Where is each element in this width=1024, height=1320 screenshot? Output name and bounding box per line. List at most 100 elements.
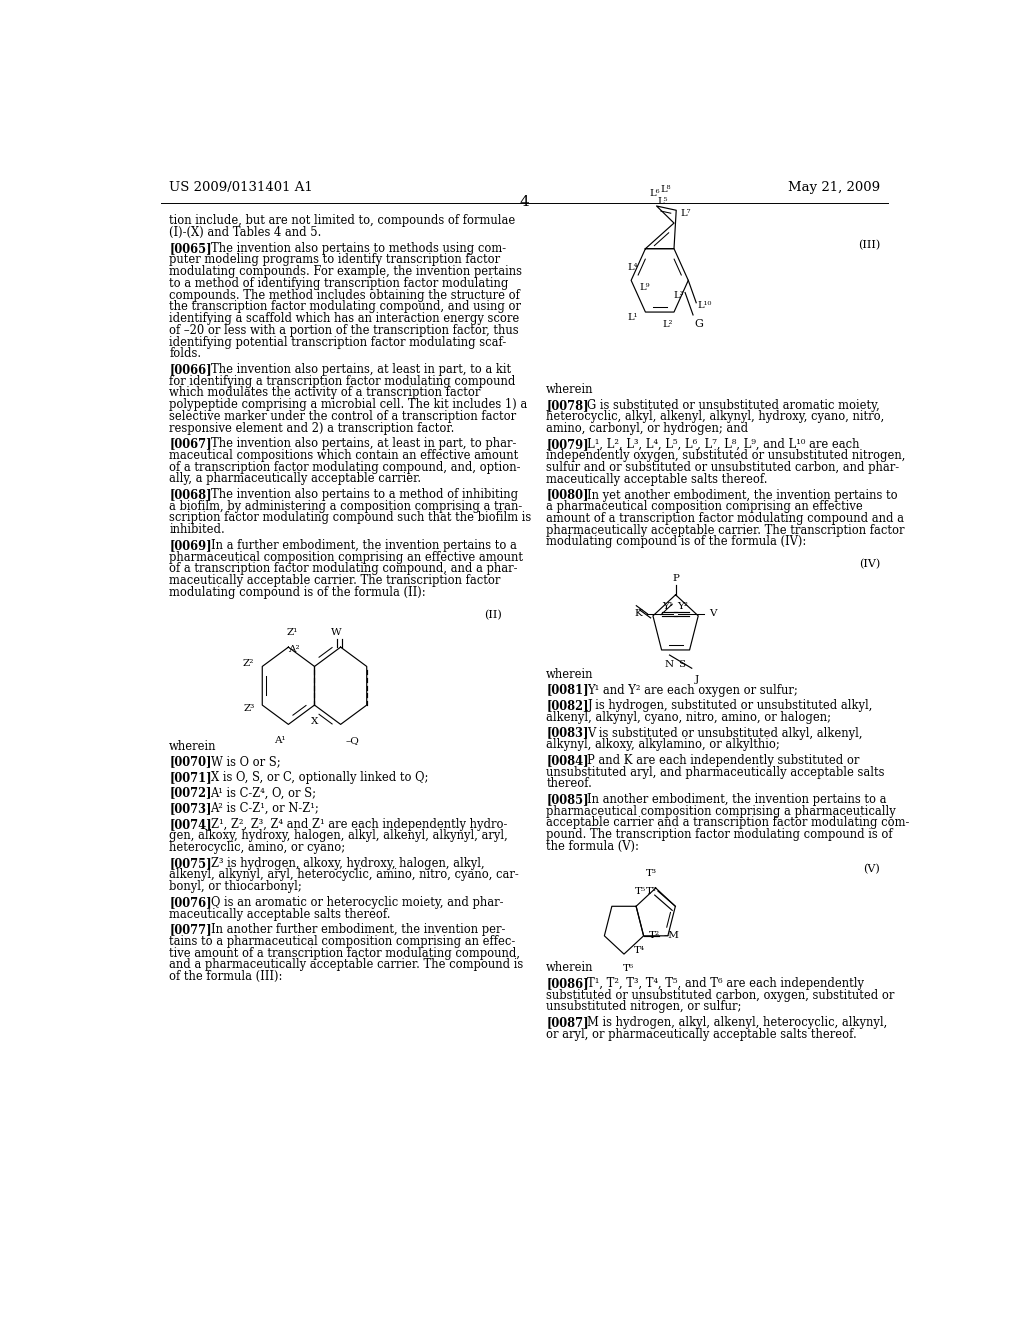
Text: maceutically acceptable carrier. The transcription factor: maceutically acceptable carrier. The tra… — [169, 574, 501, 587]
Text: independently oxygen, substituted or unsubstituted nitrogen,: independently oxygen, substituted or uns… — [546, 449, 905, 462]
Text: Z²: Z² — [243, 659, 254, 668]
Text: X: X — [311, 717, 318, 726]
Text: [0067]: [0067] — [169, 437, 212, 450]
Text: tains to a pharmaceutical composition comprising an effec-: tains to a pharmaceutical composition co… — [169, 935, 515, 948]
Text: T¹, T², T³, T⁴, T⁵, and T⁶ are each independently: T¹, T², T³, T⁴, T⁵, and T⁶ are each inde… — [588, 977, 864, 990]
Text: a pharmaceutical composition comprising an effective: a pharmaceutical composition comprising … — [546, 500, 863, 513]
Text: (III): (III) — [858, 240, 881, 249]
Text: T⁴: T⁴ — [634, 946, 645, 954]
Text: inhibited.: inhibited. — [169, 523, 225, 536]
Text: 4: 4 — [520, 195, 529, 209]
Text: alkenyl, alkynyl, aryl, heterocyclic, amino, nitro, cyano, car-: alkenyl, alkynyl, aryl, heterocyclic, am… — [169, 869, 519, 882]
Text: gen, alkoxy, hydroxy, halogen, alkyl, alkenyl, alkynyl, aryl,: gen, alkoxy, hydroxy, halogen, alkyl, al… — [169, 829, 508, 842]
Text: G is substituted or unsubstituted aromatic moiety,: G is substituted or unsubstituted aromat… — [588, 399, 881, 412]
Text: US 2009/0131401 A1: US 2009/0131401 A1 — [169, 181, 313, 194]
Text: J: J — [695, 676, 699, 684]
Text: [0068]: [0068] — [169, 488, 212, 502]
Text: substituted or unsubstituted carbon, oxygen, substituted or: substituted or unsubstituted carbon, oxy… — [546, 989, 895, 1002]
Text: G: G — [694, 319, 703, 329]
Text: X is O, S, or C, optionally linked to Q;: X is O, S, or C, optionally linked to Q; — [211, 771, 428, 784]
Text: [0080]: [0080] — [546, 488, 589, 502]
Text: [0071]: [0071] — [169, 771, 212, 784]
Text: identifying potential transcription factor modulating scaf-: identifying potential transcription fact… — [169, 335, 507, 348]
Text: Y¹: Y¹ — [663, 602, 674, 611]
Text: L⁷: L⁷ — [680, 209, 691, 218]
Text: wherein: wherein — [546, 383, 594, 396]
Text: responsive element and 2) a transcription factor.: responsive element and 2) a transcriptio… — [169, 421, 455, 434]
Text: of –20 or less with a portion of the transcription factor, thus: of –20 or less with a portion of the tra… — [169, 323, 519, 337]
Text: of a transcription factor modulating compound, and a phar-: of a transcription factor modulating com… — [169, 562, 518, 576]
Text: T²: T² — [649, 932, 659, 940]
Text: amount of a transcription factor modulating compound and a: amount of a transcription factor modulat… — [546, 512, 904, 525]
Text: maceutically acceptable salts thereof.: maceutically acceptable salts thereof. — [546, 473, 768, 486]
Text: [0070]: [0070] — [169, 755, 212, 768]
Text: sulfur and or substituted or unsubstituted carbon, and phar-: sulfur and or substituted or unsubstitut… — [546, 461, 899, 474]
Text: pound. The transcription factor modulating compound is of: pound. The transcription factor modulati… — [546, 828, 893, 841]
Text: Z³: Z³ — [243, 704, 254, 713]
Text: to a method of identifying transcription factor modulating: to a method of identifying transcription… — [169, 277, 509, 290]
Text: scription factor modulating compound such that the biofilm is: scription factor modulating compound suc… — [169, 511, 531, 524]
Text: [0078]: [0078] — [546, 399, 589, 412]
Text: tive amount of a transcription factor modulating compound,: tive amount of a transcription factor mo… — [169, 946, 520, 960]
Text: puter modeling programs to identify transcription factor: puter modeling programs to identify tran… — [169, 253, 501, 267]
Text: maceutical compositions which contain an effective amount: maceutical compositions which contain an… — [169, 449, 518, 462]
Text: [0083]: [0083] — [546, 726, 589, 739]
Text: modulating compounds. For example, the invention pertains: modulating compounds. For example, the i… — [169, 265, 522, 279]
Text: polypeptide comprising a microbial cell. The kit includes 1) a: polypeptide comprising a microbial cell.… — [169, 399, 527, 411]
Text: acceptable carrier and a transcription factor modulating com-: acceptable carrier and a transcription f… — [546, 816, 909, 829]
Text: (IV): (IV) — [859, 560, 881, 569]
Text: and a pharmaceutically acceptable carrier. The compound is: and a pharmaceutically acceptable carrie… — [169, 958, 523, 972]
Text: tion include, but are not limited to, compounds of formulae: tion include, but are not limited to, co… — [169, 214, 515, 227]
Text: The invention also pertains, at least in part, to a kit: The invention also pertains, at least in… — [211, 363, 511, 376]
Text: unsubstituted nitrogen, or sulfur;: unsubstituted nitrogen, or sulfur; — [546, 1001, 741, 1014]
Text: A¹ is C-Z⁴, O, or S;: A¹ is C-Z⁴, O, or S; — [211, 787, 316, 800]
Text: [0079]: [0079] — [546, 438, 589, 450]
Text: In a further embodiment, the invention pertains to a: In a further embodiment, the invention p… — [211, 539, 516, 552]
Text: The invention also pertains, at least in part, to phar-: The invention also pertains, at least in… — [211, 437, 516, 450]
Text: wherein: wherein — [169, 739, 217, 752]
Text: heterocyclic, amino, or cyano;: heterocyclic, amino, or cyano; — [169, 841, 345, 854]
Text: for identifying a transcription factor modulating compound: for identifying a transcription factor m… — [169, 375, 516, 388]
Text: L⁴: L⁴ — [628, 263, 638, 272]
Text: (II): (II) — [484, 610, 502, 620]
Text: [0066]: [0066] — [169, 363, 212, 376]
Text: modulating compound is of the formula (IV):: modulating compound is of the formula (I… — [546, 536, 807, 549]
Text: L²: L² — [663, 321, 673, 329]
Text: L⁵: L⁵ — [657, 197, 669, 206]
Text: alkenyl, alkynyl, cyano, nitro, amino, or halogen;: alkenyl, alkynyl, cyano, nitro, amino, o… — [546, 711, 831, 723]
Text: Z³ is hydrogen, alkoxy, hydroxy, halogen, alkyl,: Z³ is hydrogen, alkoxy, hydroxy, halogen… — [211, 857, 484, 870]
Text: identifying a scaffold which has an interaction energy score: identifying a scaffold which has an inte… — [169, 312, 519, 325]
Text: folds.: folds. — [169, 347, 202, 360]
Text: P: P — [672, 574, 679, 582]
Text: A² is C-Z¹, or N-Z¹;: A² is C-Z¹, or N-Z¹; — [211, 803, 319, 814]
Text: [0065]: [0065] — [169, 242, 212, 255]
Text: K: K — [635, 610, 643, 618]
Text: amino, carbonyl, or hydrogen; and: amino, carbonyl, or hydrogen; and — [546, 422, 749, 436]
Text: The invention also pertains to methods using com-: The invention also pertains to methods u… — [211, 242, 506, 255]
Text: the transcription factor modulating compound, and using or: the transcription factor modulating comp… — [169, 301, 521, 313]
Text: thereof.: thereof. — [546, 777, 592, 791]
Text: T⁶: T⁶ — [623, 964, 634, 973]
Text: The invention also pertains to a method of inhibiting: The invention also pertains to a method … — [211, 488, 518, 502]
Text: a biofilm, by administering a composition comprising a tran-: a biofilm, by administering a compositio… — [169, 500, 522, 512]
Text: [0075]: [0075] — [169, 857, 212, 870]
Text: maceutically acceptable salts thereof.: maceutically acceptable salts thereof. — [169, 908, 391, 920]
Text: alkynyl, alkoxy, alkylamino, or alkylthio;: alkynyl, alkoxy, alkylamino, or alkylthi… — [546, 738, 780, 751]
Text: (V): (V) — [863, 863, 881, 874]
Text: W is O or S;: W is O or S; — [211, 755, 281, 768]
Text: [0077]: [0077] — [169, 923, 212, 936]
Text: [0074]: [0074] — [169, 817, 212, 830]
Text: wherein: wherein — [546, 668, 594, 681]
Text: bonyl, or thiocarbonyl;: bonyl, or thiocarbonyl; — [169, 880, 302, 894]
Text: the formula (V):: the formula (V): — [546, 840, 639, 853]
Text: L¹⁰: L¹⁰ — [697, 301, 712, 310]
Text: M is hydrogen, alkyl, alkenyl, heterocyclic, alkynyl,: M is hydrogen, alkyl, alkenyl, heterocyc… — [588, 1016, 888, 1028]
Text: [0081]: [0081] — [546, 684, 589, 697]
Text: [0072]: [0072] — [169, 787, 212, 800]
Text: [0085]: [0085] — [546, 793, 589, 807]
Text: P and K are each independently substituted or: P and K are each independently substitut… — [588, 754, 860, 767]
Text: –Q: –Q — [345, 737, 359, 746]
Text: [0086]: [0086] — [546, 977, 589, 990]
Text: modulating compound is of the formula (II):: modulating compound is of the formula (I… — [169, 586, 426, 599]
Text: Q is an aromatic or heterocyclic moiety, and phar-: Q is an aromatic or heterocyclic moiety,… — [211, 896, 503, 908]
